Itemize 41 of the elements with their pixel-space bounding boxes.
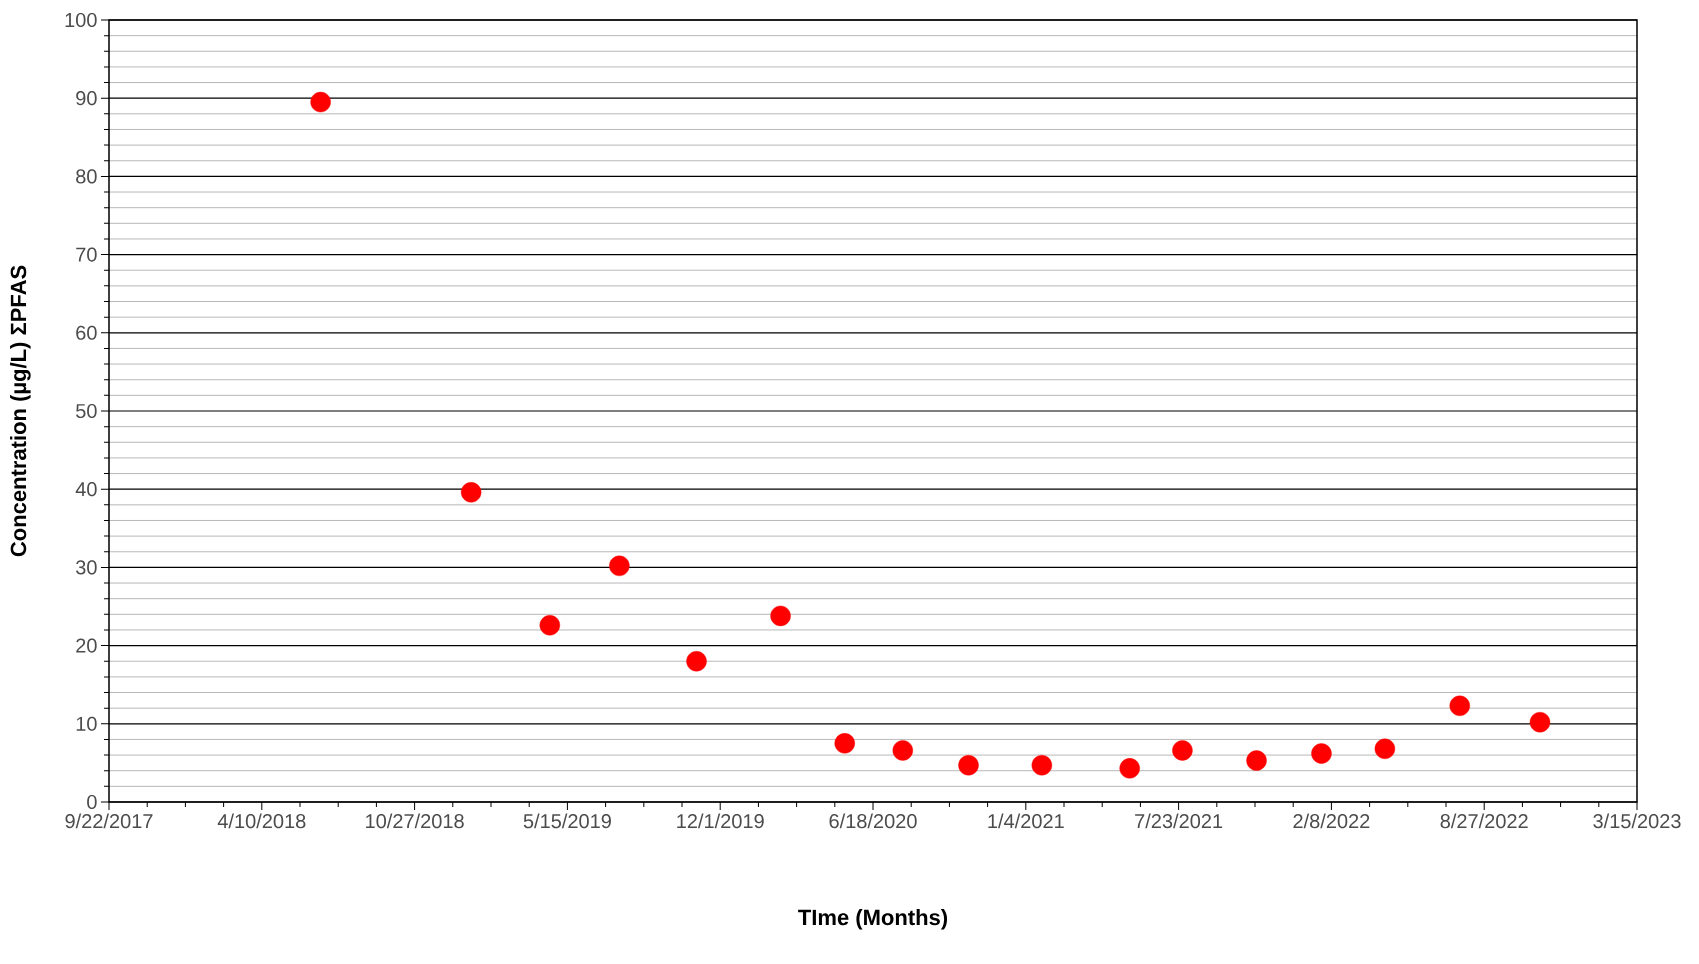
x-tick-label: 5/15/2019: [523, 813, 611, 829]
point: [1246, 750, 1267, 771]
x-tick-label: 8/27/2022: [1440, 813, 1528, 829]
point: [834, 733, 855, 754]
point: [1311, 743, 1332, 764]
y-tick-label: 60: [76, 325, 97, 340]
point: [1119, 758, 1140, 779]
point: [1529, 712, 1551, 733]
point: [609, 555, 630, 577]
y-tick-label: 50: [76, 403, 97, 419]
point: [460, 482, 482, 503]
point: [1449, 695, 1470, 717]
point: [1031, 755, 1053, 776]
x-tick-label: 7/23/2021: [1135, 813, 1223, 829]
point: [770, 605, 791, 627]
y-axis-title: Concentration (µg/L) ΣPFAS: [10, 265, 31, 557]
point: [686, 651, 707, 672]
point: [310, 91, 331, 113]
x-tick-label: 3/15/2023: [1593, 813, 1681, 829]
y-tick-label: 100: [65, 12, 97, 28]
x-tick-label: 9/22/2017: [65, 813, 153, 829]
point: [1172, 740, 1193, 761]
x-tick-label: 12/1/2019: [677, 813, 764, 829]
y-tick-label: 10: [76, 716, 97, 731]
y-tick-label: 40: [75, 482, 97, 497]
y-tick-label: 70: [76, 247, 97, 262]
y-tick-label: 30: [75, 560, 97, 575]
point: [1374, 738, 1396, 760]
y-tick-label: 90: [76, 91, 97, 106]
y-tick-label: 0: [87, 794, 97, 810]
point: [539, 615, 561, 636]
x-tick-label: 2/8/2022: [1293, 813, 1370, 829]
x-tick-label: 1/4/2021: [988, 813, 1064, 829]
y-tick-label: 20: [76, 638, 97, 653]
x-tick-label: 10/27/2018: [366, 813, 464, 829]
x-tick-label: 6/18/2020: [829, 813, 917, 829]
point: [892, 740, 913, 761]
x-axis-title: TIme (Months): [798, 909, 948, 930]
y-tick-label: 80: [76, 169, 97, 184]
x-tick-label: 4/10/2018: [217, 813, 306, 829]
point: [958, 755, 979, 776]
